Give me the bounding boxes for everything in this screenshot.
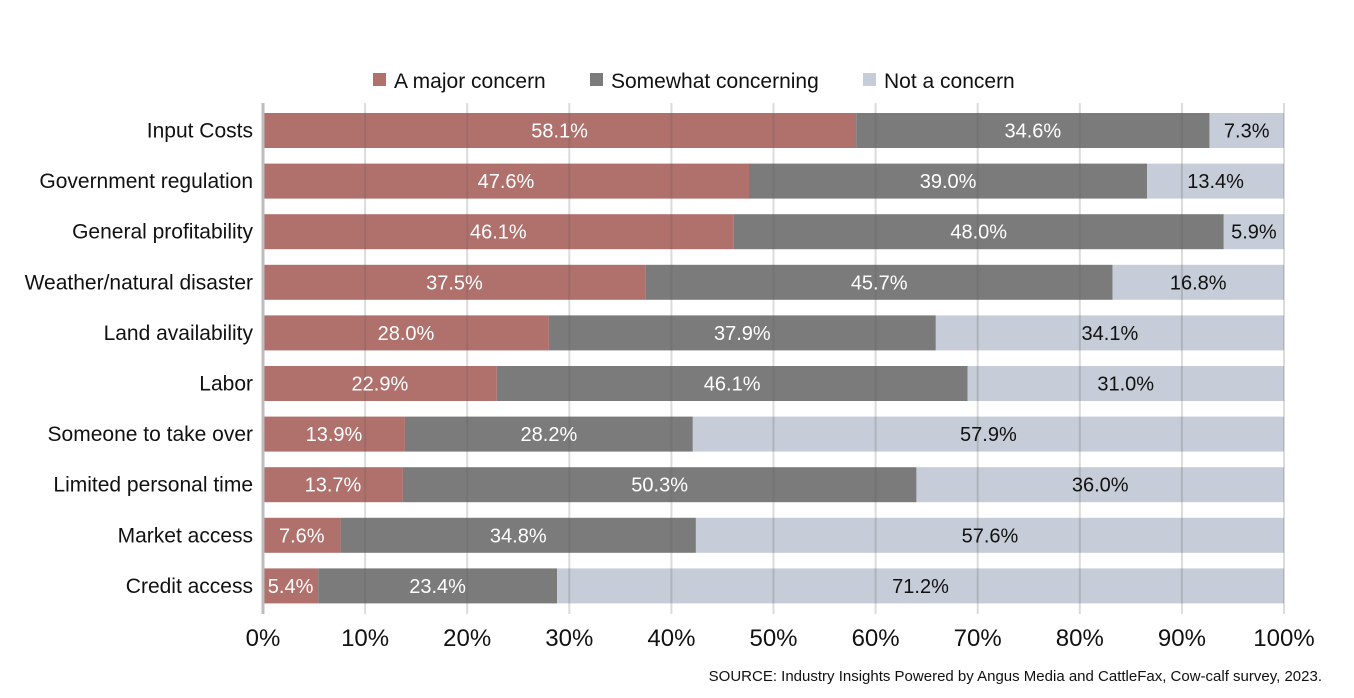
- category-label-credit-access: Credit access: [126, 575, 253, 598]
- category-labels: Input Costs Government regulation General …: [25, 120, 254, 598]
- source-note: SOURCE: Industry Insights Powered by Ang…: [709, 668, 1322, 685]
- value-label: 57.6%: [962, 525, 1019, 547]
- bar-not-a-concern-land-availability: [935, 315, 1284, 351]
- value-label: 28.2%: [521, 424, 578, 446]
- value-label: 39.0%: [920, 171, 977, 193]
- value-label: 45.7%: [851, 272, 908, 294]
- value-labels: 58.1% 34.6% 7.3% 47.6% 39.0% 13.4% 46.1% 48.0% 5…: [268, 121, 1277, 598]
- bar-a-major-concern-someone-to-take-over: [263, 416, 405, 452]
- bar-somewhat-concerning-limited-personal-time: [402, 467, 917, 503]
- value-label: 46.1%: [704, 374, 761, 396]
- value-label: 34.1%: [1082, 323, 1139, 345]
- value-label: 31.0%: [1097, 374, 1154, 396]
- value-label: 7.6%: [279, 525, 325, 547]
- bar-somewhat-concerning-general-profitability: [733, 214, 1224, 250]
- category-label-market-access: Market access: [118, 524, 253, 547]
- legend-label-a-major-concern: A major concern: [394, 70, 546, 93]
- value-label: 46.1%: [470, 222, 527, 244]
- bar-somewhat-concerning-labor: [496, 366, 968, 401]
- category-label-government-regulation: Government regulation: [39, 170, 253, 193]
- x-tick-label: 90%: [1158, 625, 1206, 652]
- bar-somewhat-concerning-input-costs: [856, 113, 1210, 148]
- value-label: 47.6%: [478, 171, 535, 193]
- bar-not-a-concern-government-regulation: [1147, 163, 1284, 199]
- bar-not-a-concern-someone-to-take-over: [692, 416, 1284, 452]
- value-label: 23.4%: [409, 576, 466, 598]
- category-label-someone-to-take-over: Someone to take over: [48, 423, 253, 446]
- value-label: 5.4%: [268, 576, 314, 598]
- x-tick-label: 80%: [1056, 625, 1104, 652]
- x-tick-label: 70%: [954, 625, 1002, 652]
- bar-not-a-concern-input-costs: [1209, 113, 1284, 148]
- bar-a-major-concern-limited-personal-time: [263, 467, 403, 503]
- bar-somewhat-concerning-someone-to-take-over: [404, 416, 693, 452]
- x-axis-ticks: 0% 10% 20% 30% 40% 50% 60% 70% 80% 90% 100%: [246, 625, 1315, 652]
- bar-somewhat-concerning-government-regulation: [748, 163, 1148, 199]
- bar-not-a-concern-labor: [967, 366, 1284, 401]
- legend-swatch-not-a-concern: [863, 73, 876, 86]
- bar-a-major-concern-labor: [263, 366, 497, 401]
- x-tick-label: 0%: [246, 625, 281, 652]
- legend-label-not-a-concern: Not a concern: [884, 70, 1015, 93]
- x-tick-label: 40%: [647, 625, 695, 652]
- bar-not-a-concern-general-profitability: [1223, 214, 1284, 250]
- bar-not-a-concern-market-access: [695, 517, 1284, 553]
- value-label: 71.2%: [892, 576, 949, 598]
- x-tick-label: 60%: [852, 625, 900, 652]
- value-label: 36.0%: [1072, 475, 1129, 497]
- bar-not-a-concern-limited-personal-time: [916, 467, 1284, 503]
- gridlines: [261, 103, 1285, 614]
- value-label: 13.7%: [305, 475, 362, 497]
- category-label-labor: Labor: [199, 373, 253, 396]
- legend-swatch-a-major-concern: [373, 73, 386, 86]
- category-label-general-profitability: General profitability: [72, 221, 253, 244]
- x-tick-label: 10%: [341, 625, 389, 652]
- legend-swatch-somewhat-concerning: [590, 73, 603, 86]
- category-label-input-costs: Input Costs: [147, 120, 253, 143]
- category-label-weather-natural-disaster: Weather/natural disaster: [25, 271, 253, 294]
- value-label: 7.3%: [1224, 121, 1270, 143]
- x-tick-label: 50%: [749, 625, 797, 652]
- value-label: 13.9%: [306, 424, 363, 446]
- value-label: 37.9%: [714, 323, 771, 345]
- value-label: 5.9%: [1231, 222, 1277, 244]
- value-label: 48.0%: [950, 222, 1007, 244]
- legend: A major concern Somewhat concerning Not a …: [373, 70, 1015, 93]
- value-label: 34.6%: [1004, 121, 1061, 143]
- bar-a-major-concern-market-access: [263, 517, 341, 553]
- legend-label-somewhat-concerning: Somewhat concerning: [611, 70, 819, 93]
- bar-a-major-concern-credit-access: [263, 568, 319, 604]
- x-tick-label: 100%: [1253, 625, 1314, 652]
- bars-layer: [263, 113, 1284, 604]
- value-label: 22.9%: [352, 374, 409, 396]
- value-label: 28.0%: [378, 323, 435, 345]
- bar-a-major-concern-land-availability: [263, 315, 549, 351]
- value-label: 34.8%: [490, 525, 547, 547]
- bar-somewhat-concerning-market-access: [340, 517, 696, 553]
- bar-not-a-concern-weather-natural-disaster: [1112, 264, 1284, 300]
- value-label: 57.9%: [960, 424, 1017, 446]
- value-label: 37.5%: [426, 272, 483, 294]
- value-label: 58.1%: [531, 121, 588, 143]
- bar-a-major-concern-weather-natural-disaster: [263, 264, 646, 300]
- bar-a-major-concern-general-profitability: [263, 214, 734, 250]
- category-label-land-availability: Land availability: [104, 322, 254, 345]
- value-label: 13.4%: [1187, 171, 1244, 193]
- value-label: 16.8%: [1170, 272, 1227, 294]
- category-label-limited-personal-time: Limited personal time: [53, 474, 253, 497]
- x-tick-label: 30%: [545, 625, 593, 652]
- bar-somewhat-concerning-land-availability: [548, 315, 936, 351]
- value-label: 50.3%: [631, 475, 688, 497]
- bar-somewhat-concerning-credit-access: [318, 568, 558, 604]
- x-tick-label: 20%: [443, 625, 491, 652]
- bar-not-a-concern-credit-access: [557, 568, 1284, 604]
- bar-somewhat-concerning-weather-natural-disaster: [645, 264, 1113, 300]
- bar-a-major-concern-government-regulation: [263, 163, 749, 199]
- bar-a-major-concern-input-costs: [263, 113, 857, 148]
